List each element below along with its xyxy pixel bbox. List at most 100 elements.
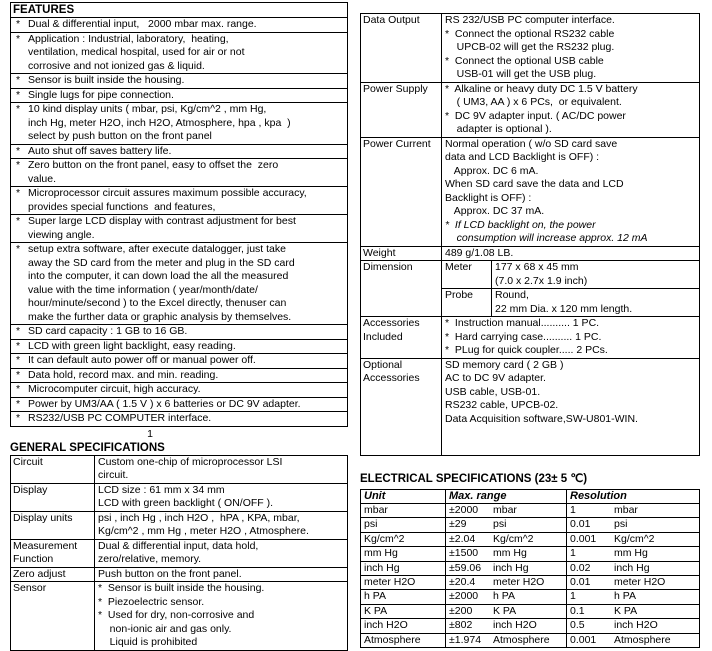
power-current-note: * If LCD backlight on, the power consump… [445, 218, 648, 245]
resolution-unit: inch Hg [614, 561, 650, 574]
bullet-asterisk: * [16, 215, 21, 227]
resolution-value: 1 [570, 590, 576, 603]
max-range-value: ±1.974 [449, 633, 482, 646]
feature-text: 10 kind display units ( mbar, psi, Kg/cm… [28, 103, 291, 142]
spec-value: psi , inch Hg , inch H2O , hPA , KPA, mb… [98, 511, 309, 538]
feature-text: LCD with green light backlight, easy rea… [28, 339, 236, 352]
feature-text: Microcomputer circuit, high accuracy. [28, 383, 201, 395]
spec-row: Sensor * Sensor is built inside the housi… [11, 581, 347, 650]
feature-row: * Data hold, record max. and min. reading… [11, 367, 347, 383]
resolution-unit: Kg/cm^2 [614, 532, 655, 545]
feature-text: RS232/USB PC COMPUTER interface. [28, 412, 212, 424]
dimension-sub-label: Probe [442, 289, 492, 316]
bullet-asterisk: * [16, 243, 21, 255]
dimension-sub-value: 177 x 68 x 45 mm (7.0 x 2.7x 1.9 inch) [495, 261, 588, 287]
features-title: FEATURES [13, 4, 75, 16]
feature-row: * Single lugs for pipe connection. [11, 87, 347, 103]
column-header-max-range: Max. range [446, 489, 567, 503]
feature-text: Auto shut off saves battery life. [28, 144, 172, 157]
max-range-value: ±29 [449, 518, 467, 531]
spec-value: * Sensor is built inside the housing. * … [98, 582, 265, 648]
resolution-unit: inch H2O [614, 619, 658, 632]
resolution-value: 0.02 [570, 561, 591, 574]
right-specs-table: Data Output RS 232/USB PC computer inter… [360, 13, 700, 456]
spec-row: Zero adjust Push button on the front pane… [11, 566, 347, 581]
resolution-value: 0.01 [570, 518, 591, 531]
resolution-unit: psi [614, 518, 628, 531]
resolution-value: 1 [570, 547, 576, 560]
feature-text: Application : Industrial, laboratory, he… [28, 32, 245, 72]
feature-text: Microprocessor circuit assures maximum p… [28, 187, 307, 213]
spec-row: Display LCD size : 61 mm x 34 mm LCD with… [11, 482, 347, 511]
electrical-row: K PA ±200 K PA 0.1 K PA [361, 603, 699, 619]
feature-row: * setup extra software, after execute dat… [11, 242, 347, 324]
electrical-row: h PA ±2000 h PA 1 h PA [361, 589, 699, 604]
spec-label: Dimension [361, 261, 442, 316]
spec-value: Push button on the front panel. [98, 567, 242, 580]
feature-text: Zero button on the front panel, easy to … [28, 159, 279, 185]
spec-label: Weight [361, 246, 442, 260]
bullet-asterisk: * [16, 18, 21, 30]
unit-cell: Kg/cm^2 [361, 532, 446, 547]
spec-row-power-supply: Power Supply * Alkaline or heavy duty DC… [361, 81, 699, 137]
feature-row: * 10 kind display units ( mbar, psi, Kg/c… [11, 102, 347, 144]
bullet-asterisk: * [16, 412, 21, 424]
spec-row-weight: Weight 489 g/1.08 LB. [361, 245, 699, 260]
spec-row-data-output: Data Output RS 232/USB PC computer inter… [361, 14, 699, 82]
dimension-probe-row: Probe Round, 22 mm Dia. x 120 mm length. [442, 288, 699, 316]
general-specs-table: Circuit Custom one-chip of microprocessor… [10, 454, 348, 651]
spec-value: Dual & differential input, data hold, ze… [98, 539, 259, 566]
spec-value: SD memory card ( 2 GB ) AC to DC 9V adap… [445, 358, 638, 425]
bullet-asterisk: * [16, 325, 21, 337]
power-current-text: Normal operation ( w/o SD card save data… [445, 137, 624, 218]
bullet-asterisk: * [16, 159, 21, 171]
feature-row: * Auto shut off saves battery life. [11, 143, 347, 159]
electrical-row: mm Hg ±1500 mm Hg 1 mm Hg [361, 546, 699, 561]
feature-row: * It can default auto power off or manual… [11, 353, 347, 368]
bullet-asterisk: * [16, 32, 21, 45]
max-range-value: ±802 [449, 619, 473, 632]
bullet-asterisk: * [16, 368, 21, 381]
max-range-unit: mbar [493, 503, 517, 516]
spec-row-dimension: Dimension Meter 177 x 68 x 45 mm (7.0 x … [361, 260, 699, 316]
resolution-unit: meter H2O [614, 575, 666, 588]
unit-cell: meter H2O [361, 575, 446, 590]
bullet-asterisk: * [16, 187, 21, 199]
feature-row: * Sensor is built inside the housing. [11, 73, 347, 88]
spec-value: RS 232/USB PC computer interface. * Conn… [445, 14, 615, 80]
unit-cell: h PA [361, 590, 446, 604]
feature-row: * Zero button on the front panel, easy to… [11, 158, 347, 186]
bullet-asterisk: * [16, 103, 21, 115]
feature-row: * Power by UM3/AA ( 1.5 V ) x 6 batteries… [11, 396, 347, 412]
bullet-asterisk: * [16, 144, 21, 157]
resolution-value: 0.001 [570, 633, 597, 646]
resolution-unit: mm Hg [614, 547, 648, 560]
spec-label: Circuit [11, 455, 95, 483]
bullet-asterisk: * [16, 339, 21, 352]
spec-label: Zero adjust [11, 567, 95, 581]
max-range-unit: Atmosphere [493, 633, 550, 646]
max-range-unit: Kg/cm^2 [493, 532, 534, 545]
unit-cell: inch Hg [361, 561, 446, 575]
max-range-unit: h PA [493, 590, 515, 603]
electrical-header-row: Unit Max. range Resolution [361, 489, 699, 503]
electrical-row: psi ±29 psi 0.01 psi [361, 517, 699, 532]
max-range-value: ±2000 [449, 503, 479, 516]
spec-label: Data Output [361, 14, 442, 82]
max-range-unit: inch H2O [493, 619, 537, 632]
spec-row-optional-accessories: Optional Accessories SD memory card ( 2 … [361, 357, 699, 455]
max-range-unit: inch Hg [493, 561, 529, 574]
spec-label: Power Supply [361, 82, 442, 137]
features-table: FEATURES * Dual & differential input, 200… [10, 2, 348, 427]
resolution-unit: Atmosphere [614, 633, 671, 646]
electrical-row: meter H2O ±20.4 meter H2O 0.01 meter H2O [361, 574, 699, 590]
unit-cell: mm Hg [361, 547, 446, 561]
spec-row: Measurement Function Dual & differential … [11, 538, 347, 567]
unit-cell: K PA [361, 604, 446, 619]
feature-text: SD card capacity : 1 GB to 16 GB. [28, 325, 188, 337]
resolution-value: 1 [570, 503, 576, 516]
max-range-unit: meter H2O [493, 575, 545, 588]
bullet-asterisk: * [16, 74, 21, 86]
spec-value: LCD size : 61 mm x 34 mm LCD with green … [98, 483, 274, 510]
column-header-resolution: Resolution [570, 489, 627, 502]
